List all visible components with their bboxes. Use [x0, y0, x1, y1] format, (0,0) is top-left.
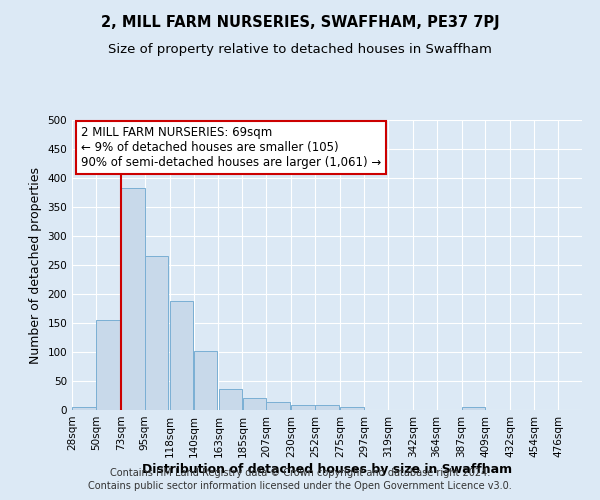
- Bar: [292, 405, 315, 410]
- Text: 2 MILL FARM NURSERIES: 69sqm
← 9% of detached houses are smaller (105)
90% of se: 2 MILL FARM NURSERIES: 69sqm ← 9% of det…: [80, 126, 381, 169]
- Bar: [340, 407, 364, 410]
- Bar: [194, 351, 217, 410]
- Bar: [72, 406, 96, 410]
- Bar: [242, 398, 266, 410]
- Text: Contains HM Land Registry data © Crown copyright and database right 2024.: Contains HM Land Registry data © Crown c…: [110, 468, 490, 477]
- Bar: [96, 320, 119, 410]
- Bar: [145, 256, 169, 410]
- Bar: [218, 389, 242, 410]
- Bar: [315, 406, 339, 410]
- Bar: [266, 402, 290, 410]
- Bar: [121, 188, 145, 410]
- Bar: [462, 407, 485, 410]
- Text: 2, MILL FARM NURSERIES, SWAFFHAM, PE37 7PJ: 2, MILL FARM NURSERIES, SWAFFHAM, PE37 7…: [101, 15, 499, 30]
- Bar: [170, 301, 193, 410]
- Text: Size of property relative to detached houses in Swaffham: Size of property relative to detached ho…: [108, 42, 492, 56]
- Text: Contains public sector information licensed under the Open Government Licence v3: Contains public sector information licen…: [88, 481, 512, 491]
- X-axis label: Distribution of detached houses by size in Swaffham: Distribution of detached houses by size …: [142, 462, 512, 475]
- Y-axis label: Number of detached properties: Number of detached properties: [29, 166, 42, 364]
